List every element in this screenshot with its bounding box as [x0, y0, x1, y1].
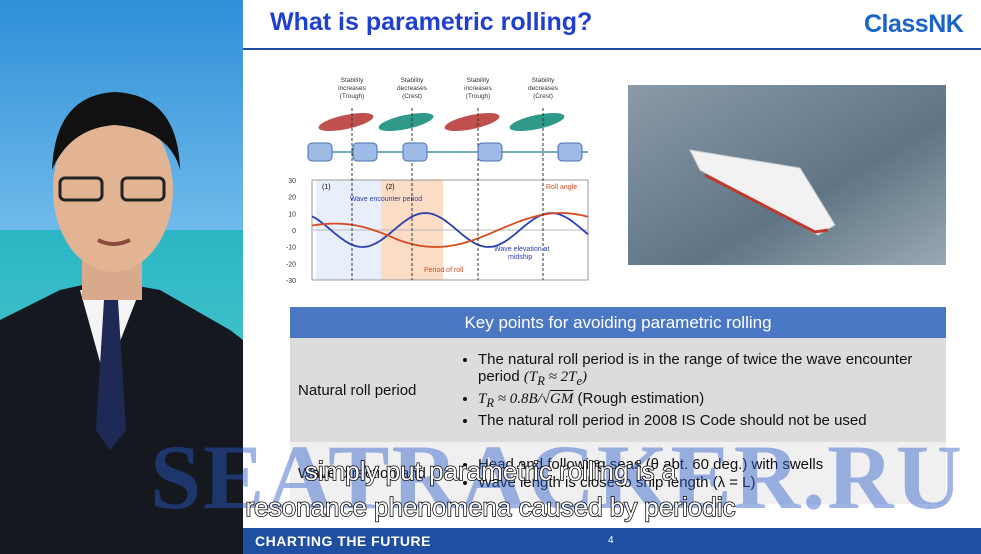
y-tick-label: 30	[288, 178, 296, 185]
formula-part: )	[582, 369, 587, 385]
glasses	[58, 176, 104, 202]
formula-part: GM	[550, 391, 574, 407]
plot-label: Period of roll	[424, 267, 464, 274]
stage-label: (Crest)	[402, 93, 422, 100]
footer-bar	[243, 528, 981, 554]
table-header: Key points for avoiding parametric rolli…	[290, 307, 946, 338]
section-icon	[352, 142, 378, 162]
roll-curve	[311, 212, 589, 248]
stage-label: increases	[464, 85, 493, 92]
row-label: Natural roll period	[290, 338, 459, 442]
stage-label: (Trough)	[466, 93, 491, 100]
section-icon	[557, 142, 583, 162]
formula-sub: R	[486, 396, 494, 410]
y-tick-label: 10	[288, 211, 296, 218]
plot-label: Wave encounter period	[350, 196, 422, 203]
tie	[96, 300, 126, 450]
diagram: 3020100-10-20-30Stabilityincreases(Troug…	[286, 77, 589, 285]
section-icon	[402, 142, 428, 162]
y-tick-label: -30	[286, 278, 296, 285]
y-tick-label: 0	[292, 228, 296, 235]
stage-label: decreases	[528, 85, 559, 92]
bullet: Wave length is close to ship length (λ =…	[478, 474, 945, 491]
bullet-text: (Rough estimation)	[577, 390, 705, 407]
formula-sub: e	[576, 374, 582, 388]
formula-part: T	[478, 391, 487, 407]
footer-text: CHARTING THE FUTURE	[255, 533, 431, 549]
stage-label: (Trough)	[340, 93, 365, 100]
section-icon	[307, 142, 333, 162]
bullet: The natural roll period in 2008 IS Code …	[478, 412, 945, 429]
stage-label: increases	[338, 85, 367, 92]
formula-part: ≈ 2T	[544, 369, 577, 385]
ship-icon	[509, 113, 565, 131]
formula: (TR ≈ 2Te)	[523, 369, 587, 388]
ship-icon	[378, 113, 434, 131]
ship-icon	[318, 113, 374, 131]
y-tick-label: -10	[286, 245, 296, 252]
formula-sub: R	[537, 374, 545, 388]
glasses	[120, 176, 166, 202]
stage-label: decreases	[397, 85, 428, 92]
page-number: 4	[608, 535, 614, 546]
key-points-table: Key points for avoiding parametric rolli…	[290, 307, 946, 504]
plot-label: Wave elevation at	[494, 246, 549, 253]
subtitle: simply put parametric rolling is a	[304, 455, 677, 487]
row-label: Wave direction and	[290, 442, 459, 504]
plot-label: (2)	[386, 184, 395, 191]
ship-icon	[444, 113, 500, 131]
formula-part: (T	[523, 369, 538, 385]
bullet-text: The natural roll period is in the range …	[478, 351, 913, 385]
formula: TR ≈ 0.8B/√GM	[478, 391, 574, 410]
section-icon	[477, 142, 503, 162]
subtitle: resonance phenomena caused by periodic	[245, 491, 737, 523]
stage-label: Stability	[401, 77, 425, 84]
formula-part: ≈ 0.8B/√	[493, 391, 551, 407]
y-tick-label: -20	[286, 261, 296, 268]
hair	[52, 92, 180, 170]
stage-label: (Crest)	[533, 93, 553, 100]
y-tick-label: 20	[288, 195, 296, 202]
bullet: Head and following seas (θ abt. 60 deg.)…	[478, 456, 945, 473]
mouth	[97, 238, 131, 246]
stage-label: Stability	[532, 77, 556, 84]
stage-label: Stability	[341, 77, 365, 84]
ship-stripe	[704, 173, 829, 234]
plot-label: (1)	[322, 184, 331, 191]
face	[53, 108, 173, 272]
bullet: TR ≈ 0.8B/√GM (Rough estimation)	[478, 390, 945, 411]
stage-label: Stability	[467, 77, 491, 84]
logo: ClassNK	[864, 10, 964, 38]
bullet: The natural roll period is in the range …	[478, 351, 945, 389]
slide-title: What is parametric rolling?	[270, 8, 593, 36]
plot-label: Roll angle	[546, 184, 577, 191]
plot-label: midship	[508, 254, 532, 261]
watermark: SEATRACKER.RU	[150, 426, 965, 528]
